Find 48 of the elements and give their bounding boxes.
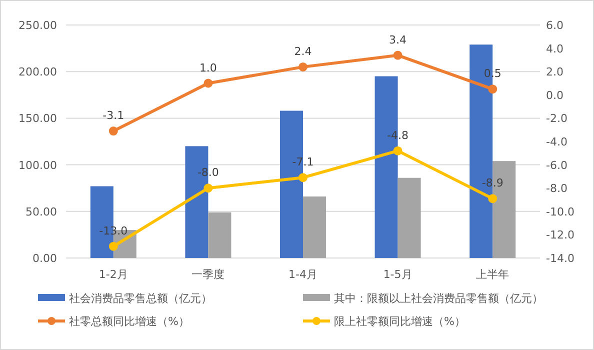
y-tick-label: 200.00 <box>18 66 57 79</box>
x-tick-label: 一季度 <box>192 268 225 281</box>
bar <box>208 212 232 258</box>
y2-tick-label: 6.0 <box>546 19 564 32</box>
data-label: -13.0 <box>99 224 128 238</box>
point <box>488 194 498 204</box>
y-tick-label: 150.00 <box>18 112 57 126</box>
point <box>108 126 118 136</box>
y2-tick-label: -12.0 <box>546 228 574 242</box>
x-tick-label: 1-2月 <box>98 268 128 281</box>
point <box>108 242 118 251</box>
y2-tick-label: 4.0 <box>546 42 564 56</box>
y2-tick-label: -6.0 <box>546 158 568 172</box>
legend-item: 限上社零额同比增速（%） <box>303 315 466 328</box>
y2-tick-label: 2.0 <box>546 66 564 79</box>
x-tick-label: 1-5月 <box>383 268 412 281</box>
y2-tick-label: 0.0 <box>546 88 564 102</box>
y2-tick-label: -14.0 <box>546 252 574 265</box>
y2-tick-label: -8.0 <box>546 182 568 196</box>
y2-tick-label: -10.0 <box>546 205 574 218</box>
legend-item: 其中：限额以上社会消费品零售额（亿元） <box>303 292 543 305</box>
point <box>488 84 498 94</box>
legend-label: 限上社零额同比增速（%） <box>334 315 466 328</box>
legend-item: 社零总额同比增速（%） <box>38 315 190 328</box>
legend-label: 社会消费品零售总额（亿元） <box>69 292 212 305</box>
point <box>393 146 402 156</box>
y2-tick-label: -2.0 <box>546 112 568 126</box>
y-tick-label: 0.00 <box>32 252 57 265</box>
data-label: 1.0 <box>199 61 217 74</box>
data-label: -8.9 <box>482 176 504 190</box>
point <box>204 78 213 88</box>
y-tick-label: 50.00 <box>26 205 57 218</box>
data-label: 2.4 <box>294 44 312 58</box>
legend-label: 社零总额同比增速（%） <box>69 315 190 328</box>
point <box>204 184 213 193</box>
bar <box>303 196 326 258</box>
y2-tick-label: -4.0 <box>546 136 568 148</box>
point <box>393 50 402 60</box>
x-tick-label: 上半年 <box>476 268 510 281</box>
data-label: 3.4 <box>389 33 407 46</box>
point <box>298 173 308 182</box>
y-tick-label: 100.00 <box>18 158 57 172</box>
x-tick-label: 1-4月 <box>288 268 318 281</box>
y-tick-label: 250.00 <box>18 19 57 32</box>
data-label: -3.1 <box>102 109 124 122</box>
point <box>298 62 308 72</box>
bar <box>398 178 421 258</box>
legend-item: 社会消费品零售总额（亿元） <box>38 292 212 305</box>
